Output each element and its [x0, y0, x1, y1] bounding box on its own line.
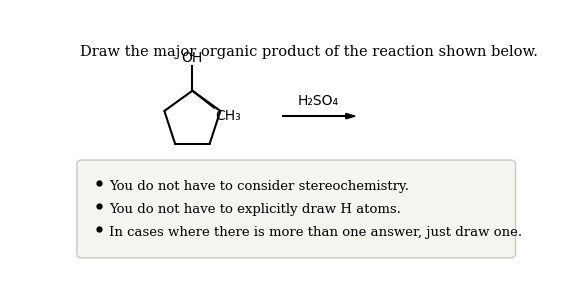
- Text: CH₃: CH₃: [216, 109, 242, 123]
- Text: H₂SO₄: H₂SO₄: [298, 94, 339, 108]
- Polygon shape: [346, 113, 355, 119]
- Text: Draw the major organic product of the reaction shown below.: Draw the major organic product of the re…: [80, 44, 538, 59]
- Text: You do not have to consider stereochemistry.: You do not have to consider stereochemis…: [109, 180, 409, 193]
- FancyBboxPatch shape: [77, 160, 516, 258]
- Text: OH: OH: [181, 51, 203, 65]
- Text: You do not have to explicitly draw H atoms.: You do not have to explicitly draw H ato…: [109, 203, 401, 216]
- Text: In cases where there is more than one answer, just draw one.: In cases where there is more than one an…: [109, 226, 522, 239]
